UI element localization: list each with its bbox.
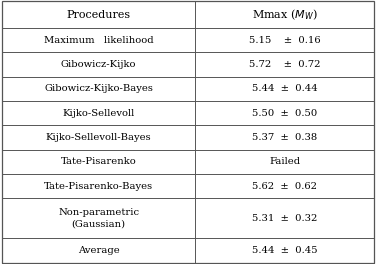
Text: Gibowicz-Kijko: Gibowicz-Kijko — [61, 60, 136, 69]
Text: 5.15    ±  0.16: 5.15 ± 0.16 — [249, 36, 321, 45]
Text: 5.72    ±  0.72: 5.72 ± 0.72 — [249, 60, 320, 69]
Text: Gibowicz-Kijko-Bayes: Gibowicz-Kijko-Bayes — [44, 84, 153, 93]
Text: Procedures: Procedures — [67, 10, 131, 20]
Text: Average: Average — [78, 246, 120, 255]
Text: Kijko-Sellevoll-Bayes: Kijko-Sellevoll-Bayes — [46, 133, 152, 142]
Text: Non-parametric
(Gaussian): Non-parametric (Gaussian) — [58, 208, 139, 228]
Text: Tate-Pisarenko-Bayes: Tate-Pisarenko-Bayes — [44, 182, 153, 191]
Text: 5.44  ±  0.45: 5.44 ± 0.45 — [252, 246, 318, 255]
Text: Kijko-Sellevoll: Kijko-Sellevoll — [62, 109, 135, 118]
Text: 5.44  ±  0.44: 5.44 ± 0.44 — [252, 84, 318, 93]
Text: 5.37  ±  0.38: 5.37 ± 0.38 — [252, 133, 317, 142]
Text: 5.62  ±  0.62: 5.62 ± 0.62 — [252, 182, 317, 191]
Text: 5.50  ±  0.50: 5.50 ± 0.50 — [252, 109, 317, 118]
Text: Tate-Pisarenko: Tate-Pisarenko — [61, 157, 136, 166]
Text: Failed: Failed — [269, 157, 300, 166]
Text: Maximum   likelihood: Maximum likelihood — [44, 36, 153, 45]
Text: 5.31  ±  0.32: 5.31 ± 0.32 — [252, 214, 317, 223]
Text: Mmax ($M_W$): Mmax ($M_W$) — [252, 7, 318, 22]
